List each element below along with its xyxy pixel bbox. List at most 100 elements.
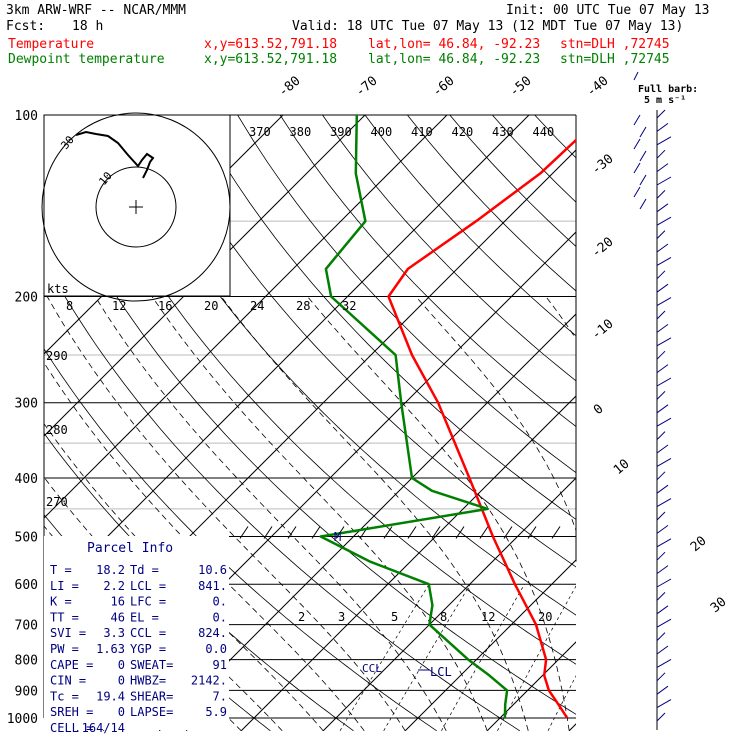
- dry-adiabat: [534, 115, 576, 159]
- isotherm: [240, 395, 576, 731]
- mixing-ratio-label: 5: [391, 610, 398, 624]
- isotherm: [44, 115, 530, 601]
- isotherm-label: -20: [589, 234, 617, 261]
- dry-adiabat: [675, 87, 740, 730]
- wind-barb: [656, 658, 672, 668]
- parcel-info-cell: TT =: [50, 610, 79, 624]
- isotherm: [44, 115, 366, 437]
- parcel-info-cell: 1.63: [96, 642, 125, 656]
- wind-barb: [656, 498, 672, 508]
- isotherm: [44, 115, 448, 519]
- moist-adiabat: [44, 361, 365, 731]
- wind-speed-tick: 16: [158, 299, 172, 313]
- wind-barb: [656, 243, 669, 253]
- pressure-label: 100: [15, 109, 38, 124]
- parcel-info-cell: SWEAT=: [130, 658, 173, 672]
- pressure-label: 700: [15, 619, 38, 634]
- parcel-info-cell: HWBZ=: [130, 674, 166, 688]
- wind-barb: [656, 524, 669, 534]
- wind-barb: [656, 484, 669, 494]
- hodograph-speed-unit: kts: [47, 282, 69, 296]
- moist-adiabat: [676, 297, 706, 731]
- wind-barb: [656, 149, 666, 159]
- parcel-info-cell: 91: [213, 658, 227, 672]
- parcel-info-cell: EL =: [130, 610, 159, 624]
- dry-adiabat: [449, 115, 576, 247]
- mixing-ratio-line: [615, 584, 687, 731]
- parcel-info-cell: PW =: [50, 642, 79, 656]
- wind-barb: [656, 230, 666, 239]
- theta-left-label: 280: [46, 423, 68, 437]
- parcel-info-cell: 841.: [198, 579, 227, 593]
- dry-adiabat: [491, 115, 576, 203]
- parcel-info-cell: CAPE =: [50, 658, 93, 672]
- wind-barb: [656, 404, 669, 414]
- mixing-ratio-line: [441, 584, 525, 731]
- isotherm-label: -60: [430, 73, 458, 100]
- wind-barb: [656, 297, 672, 307]
- pressure-label: 400: [15, 472, 38, 487]
- isotherm-label: 30: [708, 595, 730, 617]
- dry-adiabat: [634, 87, 740, 730]
- parcel-info-cell: 0.0: [205, 642, 227, 656]
- parcel-info-cell: 2142.: [191, 674, 227, 688]
- dewpoint-station: stn=DLH ,72745: [560, 52, 670, 67]
- isotherm: [404, 559, 576, 731]
- isotherm: [733, 87, 740, 730]
- theta-label: 420: [452, 125, 474, 139]
- pressure-label: 200: [15, 291, 38, 306]
- wind-barb: [639, 198, 647, 210]
- pressure-label: 600: [15, 578, 38, 593]
- dry-adiabat: [44, 160, 576, 715]
- parcel-info-title: Parcel Info: [87, 541, 173, 556]
- level-marker-m: M: [334, 530, 341, 544]
- wind-barb: [656, 136, 672, 146]
- mixing-ratio-line: [547, 675, 576, 731]
- wind-barb: [656, 444, 669, 454]
- mixing-ratio-label: 3: [338, 610, 345, 624]
- pressure-label: 1000: [7, 712, 38, 727]
- dry-adiabat: [152, 115, 576, 568]
- parcel-info-cell: LAPSE=: [130, 705, 173, 719]
- wind-speed-tick: 20: [204, 299, 218, 313]
- wind-barb: [656, 618, 672, 628]
- temperature-station: stn=DLH ,72745: [560, 37, 670, 52]
- wind-barb: [639, 126, 647, 138]
- wind-barb: [656, 565, 669, 575]
- dewpoint-xy: x,y=613.52,791.18: [204, 52, 338, 67]
- forecast-value: 18 h: [72, 19, 104, 34]
- wind-barb: [656, 391, 666, 400]
- parcel-info-cell: 0: [118, 705, 125, 719]
- dry-adiabat: [194, 115, 576, 520]
- lcl-marker: LCL: [430, 665, 452, 679]
- parcel-info-cell: SHEAR=: [130, 689, 173, 703]
- wind-speed-tick: 32: [342, 299, 356, 313]
- model-title: 3km ARW-WRF -- NCAR/MMM: [6, 3, 187, 18]
- parcel-info-cell: LFC =: [130, 595, 166, 609]
- isotherm: [158, 313, 576, 731]
- wind-barb: [656, 310, 666, 320]
- mixing-ratio-label: 20: [538, 610, 552, 624]
- wind-barb: [656, 699, 672, 709]
- wind-barb: [656, 511, 666, 521]
- parcel-info-cell: 10.6: [198, 563, 227, 577]
- hodograph-ring: [41, 112, 231, 302]
- pressure-label: 800: [15, 654, 38, 669]
- dry-adiabat: [67, 115, 576, 665]
- wind-barb: [656, 578, 672, 588]
- isotherm-label: 20: [688, 534, 710, 556]
- temperature-latlon: lat,lon= 46.84, -92.23: [368, 37, 541, 52]
- full-barb-sample: [633, 71, 639, 81]
- wind-barb: [633, 162, 641, 174]
- dry-adiabat: [44, 258, 521, 731]
- parcel-info-cell: 0: [118, 658, 125, 672]
- full-barb-note: 5 m s⁻¹: [644, 95, 686, 106]
- dry-adiabat: [552, 87, 740, 730]
- theta-label: 440: [533, 125, 555, 139]
- isotherm-label: -70: [353, 73, 381, 100]
- mixing-ratio-label: 8: [440, 610, 447, 624]
- wind-barb: [656, 364, 669, 374]
- pressure-label: 300: [15, 397, 38, 412]
- isotherm-label: 0: [591, 402, 607, 419]
